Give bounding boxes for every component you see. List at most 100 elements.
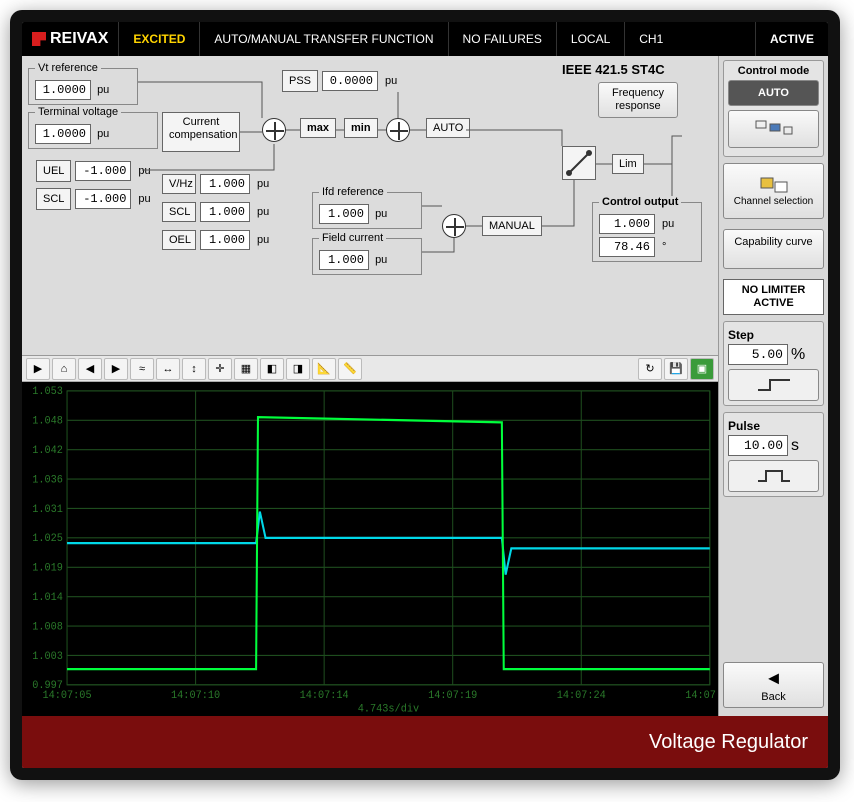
svg-text:1.008: 1.008 [32, 621, 63, 633]
svg-text:14:07:19: 14:07:19 [428, 690, 477, 702]
pss-unit: pu [385, 75, 397, 87]
manual-block: MANUAL [482, 216, 542, 236]
ifd-ref-value[interactable]: 1.000 [319, 204, 369, 224]
cursor-button[interactable]: ✛ [208, 358, 232, 380]
zoom-x-button[interactable]: ↔ [156, 358, 180, 380]
scl-unit: pu [138, 193, 150, 205]
field-i-value[interactable]: 1.000 [319, 250, 369, 270]
channel-selection-button[interactable]: Channel selection [723, 163, 824, 219]
svg-text:14:07:14: 14:07:14 [300, 690, 349, 702]
pulse-group: Pulse 10.00 s [723, 412, 824, 497]
step-label: Step [728, 328, 819, 342]
zoom-y-button[interactable]: ↕ [182, 358, 206, 380]
control-mode-group: Control mode AUTO [723, 60, 824, 157]
auto-mode-button[interactable]: AUTO [728, 80, 819, 106]
top-status-bar: REIVAX EXCITED AUTO/MANUAL TRANSFER FUNC… [22, 22, 828, 56]
term-v-unit: pu [97, 128, 109, 140]
pulse-value[interactable]: 10.00 [728, 435, 788, 456]
step-group: Step 5.00 % [723, 321, 824, 406]
svg-text:1.014: 1.014 [32, 592, 63, 604]
max-block: max [300, 118, 336, 138]
uel-row: UEL -1.000 pu [36, 160, 151, 182]
svg-text:1.025: 1.025 [32, 533, 63, 545]
capability-curve-button[interactable]: Capability curve [723, 229, 824, 269]
next-button[interactable]: ▶ [104, 358, 128, 380]
pulse-wave-button[interactable] [728, 460, 819, 492]
status-failures: NO FAILURES [448, 22, 556, 56]
brand: REIVAX [22, 30, 118, 48]
svg-text:14:07:29: 14:07:29 [685, 690, 718, 702]
pss-value[interactable]: 0.0000 [322, 71, 378, 91]
sum-node-1 [262, 118, 286, 142]
scl2-label: SCL [162, 202, 196, 222]
field-i-legend: Field current [319, 232, 386, 244]
ifd-ref-group: Ifd reference 1.000 pu [312, 186, 422, 229]
step-unit: % [791, 346, 805, 364]
uel-label: UEL [36, 160, 71, 182]
back-arrow-icon: ◄ [765, 668, 783, 689]
uel-value[interactable]: -1.000 [75, 161, 131, 181]
pulse-unit: s [791, 437, 799, 455]
vt-ref-value[interactable]: 1.0000 [35, 80, 91, 100]
oel-value[interactable]: 1.000 [200, 230, 250, 250]
svg-text:1.003: 1.003 [32, 650, 63, 662]
scl-row: SCL -1.000 pu [36, 188, 151, 210]
vhz-unit: pu [257, 178, 269, 190]
mode-diagram-button[interactable] [728, 110, 819, 148]
step-wave-button[interactable] [728, 369, 819, 401]
grid-button[interactable]: ▦ [234, 358, 258, 380]
svg-text:1.053: 1.053 [32, 386, 63, 398]
step-wave-icon [754, 376, 794, 394]
wave-button[interactable]: ≈ [130, 358, 154, 380]
save-button[interactable]: 💾 [664, 358, 688, 380]
control-mode-title: Control mode [728, 65, 819, 77]
refresh-button[interactable]: ↻ [638, 358, 662, 380]
switch-block[interactable] [562, 146, 596, 180]
monitor-bezel: REIVAX EXCITED AUTO/MANUAL TRANSFER FUNC… [10, 10, 840, 780]
ctrl-out-deg-unit: ° [662, 241, 666, 253]
scl2-value[interactable]: 1.000 [200, 202, 250, 222]
oscilloscope-chart[interactable]: 1.0531.0481.0421.0361.0311.0251.0191.014… [22, 382, 718, 716]
ctrl-out-deg: 78.46 [599, 237, 655, 257]
prev-button[interactable]: ◀ [78, 358, 102, 380]
status-channel: CH1 [624, 22, 677, 56]
frequency-response-button[interactable]: Frequency response [598, 82, 678, 118]
model-label: IEEE 421.5 ST4C [562, 62, 665, 77]
channel-selection-label: Channel selection [734, 196, 814, 207]
scl-value[interactable]: -1.000 [75, 189, 131, 209]
current-compensation-block[interactable]: Current compensation [162, 112, 240, 152]
main-row: IEEE 421.5 ST4C Vt reference 1.0000 pu T… [22, 56, 828, 716]
back-button[interactable]: ◄ Back [723, 662, 824, 708]
chart-btn-a[interactable]: ◧ [260, 358, 284, 380]
svg-text:14:07:24: 14:07:24 [557, 690, 606, 702]
term-v-value[interactable]: 1.0000 [35, 124, 91, 144]
block-diagram-panel: IEEE 421.5 ST4C Vt reference 1.0000 pu T… [22, 56, 718, 356]
pss-row: PSS 0.0000 pu [282, 70, 397, 92]
vhz-value[interactable]: 1.000 [200, 174, 250, 194]
field-i-unit: pu [375, 254, 387, 266]
auto-block: AUTO [426, 118, 470, 138]
term-v-legend: Terminal voltage [35, 106, 121, 118]
svg-text:1.042: 1.042 [32, 445, 63, 457]
play-button[interactable]: ▶ [26, 358, 50, 380]
ifd-ref-unit: pu [375, 208, 387, 220]
ctrl-out-pu: 1.000 [599, 214, 655, 234]
min-block: min [344, 118, 378, 138]
scl2-unit: pu [257, 206, 269, 218]
home-button[interactable]: ⌂ [52, 358, 76, 380]
ruler-button[interactable]: 📐 [312, 358, 336, 380]
measure-button[interactable]: 📏 [338, 358, 362, 380]
pulse-wave-icon [754, 467, 794, 485]
svg-text:14:07:10: 14:07:10 [171, 690, 220, 702]
svg-text:14:07:05: 14:07:05 [42, 690, 91, 702]
chart-btn-b[interactable]: ◨ [286, 358, 310, 380]
svg-text:1.019: 1.019 [32, 562, 63, 574]
step-value[interactable]: 5.00 [728, 344, 788, 365]
status-excited: EXCITED [118, 22, 199, 56]
status-active: ACTIVE [755, 22, 828, 56]
terminal-voltage-group: Terminal voltage 1.0000 pu [28, 106, 158, 149]
sum-node-3 [442, 214, 466, 238]
run-button[interactable]: ▣ [690, 358, 714, 380]
ctrl-out-legend: Control output [599, 196, 681, 208]
limiter-status: NO LIMITER ACTIVE [723, 279, 824, 315]
